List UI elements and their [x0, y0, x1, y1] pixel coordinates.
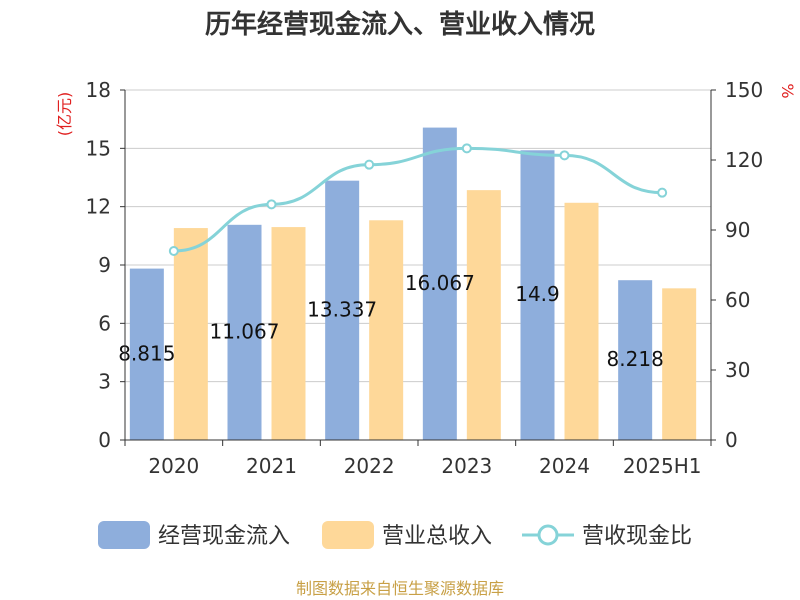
x-tick-label: 2021	[246, 454, 297, 478]
legend-label-cash-inflow: 经营现金流入	[158, 524, 290, 549]
x-tick-label: 2025H1	[623, 454, 702, 478]
legend-swatch-revenue	[322, 521, 374, 549]
ratio-point	[364, 159, 375, 170]
right-axis-unit-label: %	[778, 83, 797, 98]
revenue-bar	[466, 190, 501, 440]
cash-inflow-data-label: 14.9	[515, 282, 560, 306]
ratio-point	[266, 199, 277, 210]
cash-inflow-bar	[618, 280, 653, 440]
chart-title: 历年经营现金流入、营业收入情况	[205, 9, 595, 40]
legend-label-revenue: 营业总收入	[382, 524, 492, 549]
revenue-bar	[173, 228, 208, 440]
left-axis-unit-label: (亿元)	[55, 92, 74, 137]
left-tick-label: 0	[98, 428, 111, 452]
cash-inflow-bar	[520, 150, 555, 440]
cash-inflow-bar	[422, 127, 457, 440]
cash-inflow-bar	[325, 180, 360, 441]
bars	[129, 127, 697, 441]
left-tick-label: 15	[86, 136, 111, 160]
right-tick-label: 120	[725, 148, 763, 172]
cash-inflow-bar	[227, 224, 262, 440]
revenue-bar	[662, 288, 697, 440]
x-tick-label: 2020	[148, 454, 199, 478]
left-tick-label: 18	[86, 78, 111, 102]
left-tick-label: 6	[98, 311, 111, 335]
cash-inflow-data-label: 11.067	[210, 319, 280, 343]
right-tick-label: 30	[725, 358, 750, 382]
data-labels: 8.815 11.067 13.337 16.067 14.9 8.218	[118, 271, 664, 371]
ratio-point	[461, 143, 472, 154]
cash-inflow-bar	[129, 268, 164, 440]
ratio-point	[657, 187, 668, 198]
ratio-point	[168, 246, 179, 256]
ratio-line-path	[173, 146, 663, 253]
revenue-bar	[564, 202, 599, 440]
revenue-bar	[271, 227, 306, 440]
right-tick-label: 0	[725, 428, 738, 452]
left-tick-label: 3	[98, 370, 111, 394]
x-tick-label: 2024	[539, 454, 590, 478]
legend-label-ratio: 营收现金比	[582, 524, 692, 549]
source-note: 制图数据来自恒生聚源数据库	[296, 579, 504, 598]
cash-inflow-data-label: 13.337	[307, 297, 377, 321]
grid-lines	[125, 89, 711, 441]
cash-inflow-data-label: 16.067	[405, 271, 475, 295]
left-tick-label: 9	[98, 253, 111, 277]
right-tick-label: 150	[725, 78, 763, 102]
legend-swatch-cash-inflow	[98, 521, 150, 549]
right-tick-label: 60	[725, 288, 750, 312]
x-tick-label: 2023	[441, 454, 492, 478]
legend-swatch-ratio-marker	[537, 524, 559, 546]
cash-inflow-data-label: 8.218	[607, 347, 664, 371]
x-tick-label: 2022	[344, 454, 395, 478]
ratio-point	[559, 150, 570, 161]
left-tick-label: 12	[86, 195, 111, 219]
revenue-bar	[369, 220, 404, 440]
ratio-line	[168, 143, 668, 256]
right-tick-label: 90	[725, 218, 750, 242]
cash-inflow-data-label: 8.815	[118, 341, 175, 365]
axes: 0 3 6 9 12 15 18 0 30 60 90 120 150 2020 2021 2022 2023 2…	[86, 78, 764, 478]
legend: 经营现金流入 营业总收入 营收现金比	[98, 521, 692, 549]
